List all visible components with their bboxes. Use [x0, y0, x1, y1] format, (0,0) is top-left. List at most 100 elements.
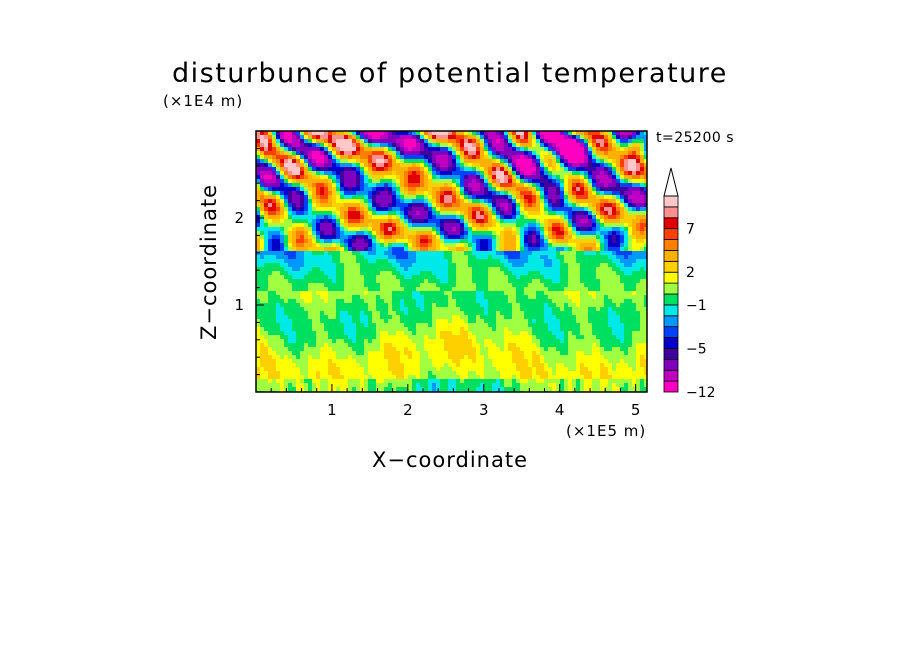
heatmap-cell: [512, 147, 517, 152]
heatmap-cell: [484, 287, 489, 292]
heatmap-cell: [436, 247, 441, 252]
heatmap-cell: [412, 203, 417, 208]
heatmap-cell: [352, 231, 357, 236]
heatmap-cell: [324, 131, 329, 136]
heatmap-cell: [504, 223, 509, 228]
heatmap-cell: [612, 279, 617, 284]
heatmap-cell: [276, 259, 281, 264]
heatmap-cell: [340, 203, 345, 208]
heatmap-cell: [296, 291, 301, 296]
heatmap-cell: [460, 299, 465, 304]
heatmap-cell: [268, 267, 273, 272]
heatmap-cell: [444, 275, 449, 280]
heatmap-cell: [376, 155, 381, 160]
heatmap-cell: [520, 163, 525, 168]
heatmap-cell: [332, 255, 337, 260]
heatmap-cell: [476, 155, 481, 160]
heatmap-cell: [372, 211, 377, 216]
heatmap-cell: [396, 187, 401, 192]
heatmap-cell: [552, 191, 557, 196]
heatmap-cell: [288, 227, 293, 232]
heatmap-cell: [444, 155, 449, 160]
heatmap-cell: [484, 167, 489, 172]
heatmap-cell: [492, 283, 497, 288]
heatmap-cell: [352, 131, 357, 136]
heatmap-cell: [348, 195, 353, 200]
heatmap-cell: [292, 175, 297, 180]
heatmap-cell: [556, 139, 561, 144]
heatmap-cell: [452, 147, 457, 152]
heatmap-cell: [416, 211, 421, 216]
heatmap-cell: [300, 255, 305, 260]
heatmap-cell: [328, 203, 333, 208]
heatmap-cell: [584, 155, 589, 160]
heatmap-cell: [404, 191, 409, 196]
heatmap-cell: [636, 171, 641, 176]
heatmap-cell: [564, 219, 569, 224]
heatmap-cell: [356, 275, 361, 280]
heatmap-cell: [512, 251, 517, 256]
heatmap-cell: [348, 219, 353, 224]
heatmap-cell: [524, 195, 529, 200]
heatmap-cell: [328, 207, 333, 212]
heatmap-cell: [356, 231, 361, 236]
heatmap-cell: [576, 143, 581, 148]
heatmap-cell: [568, 247, 573, 252]
heatmap-cell: [312, 131, 317, 136]
heatmap-cell: [536, 287, 541, 292]
heatmap-cell: [300, 231, 305, 236]
heatmap-cell: [640, 295, 645, 300]
heatmap-cell: [348, 295, 353, 300]
heatmap-cell: [520, 287, 525, 292]
heatmap-cell: [560, 247, 565, 252]
heatmap-cell: [616, 151, 621, 156]
heatmap-cell: [312, 191, 317, 196]
heatmap-cell: [348, 207, 353, 212]
heatmap-cell: [416, 143, 421, 148]
heatmap-cell: [288, 211, 293, 216]
heatmap-cell: [440, 147, 445, 152]
heatmap-cell: [340, 263, 345, 268]
heatmap-cell: [464, 219, 469, 224]
heatmap-cell: [600, 307, 605, 312]
heatmap-cell: [424, 275, 429, 280]
heatmap-cell: [500, 315, 505, 320]
heatmap-cell: [496, 175, 501, 180]
heatmap-cell: [524, 223, 529, 228]
heatmap-cell: [328, 131, 333, 136]
heatmap-cell: [504, 311, 509, 316]
heatmap-cell: [556, 307, 561, 312]
heatmap-cell: [396, 163, 401, 168]
heatmap-cell: [388, 327, 393, 332]
heatmap-cell: [556, 215, 561, 220]
heatmap-cell: [552, 331, 557, 336]
heatmap-cell: [500, 167, 505, 172]
heatmap-cell: [348, 327, 353, 332]
heatmap-cell: [608, 259, 613, 264]
heatmap-cell: [400, 211, 405, 216]
heatmap-cell: [324, 135, 329, 140]
heatmap-cell: [528, 243, 533, 248]
heatmap-cell: [352, 243, 357, 248]
heatmap-cell: [520, 215, 525, 220]
heatmap-cell: [508, 191, 513, 196]
heatmap-cell: [396, 315, 401, 320]
heatmap-cell: [596, 315, 601, 320]
heatmap-cell: [576, 211, 581, 216]
heatmap-cell: [304, 243, 309, 248]
heatmap-cell: [612, 235, 617, 240]
heatmap-cell: [344, 319, 349, 324]
heatmap-cell: [492, 287, 497, 292]
heatmap-cell: [616, 219, 621, 224]
heatmap-cell: [336, 207, 341, 212]
heatmap-cell: [384, 267, 389, 272]
heatmap-cell: [472, 199, 477, 204]
heatmap-cell: [480, 215, 485, 220]
heatmap-cell: [460, 219, 465, 224]
heatmap-cell: [376, 135, 381, 140]
heatmap-cell: [468, 215, 473, 220]
heatmap-cell: [264, 275, 269, 280]
heatmap-cell: [508, 163, 513, 168]
heatmap-cell: [560, 263, 565, 268]
heatmap-cell: [424, 155, 429, 160]
